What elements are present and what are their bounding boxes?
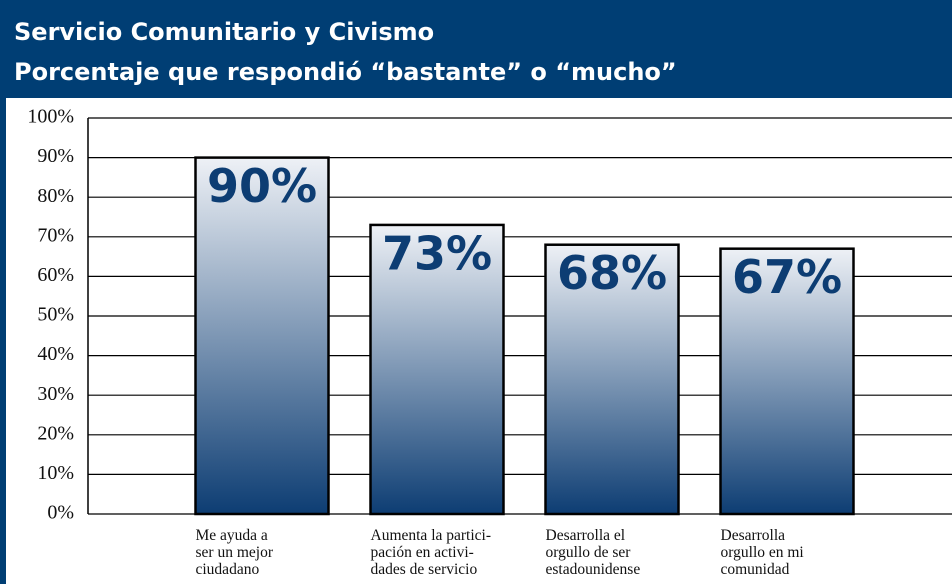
y-tick-label: 90%	[37, 145, 74, 167]
bar	[369, 223, 505, 516]
value-label: 68%	[557, 246, 667, 300]
value-label: 73%	[382, 226, 492, 280]
y-tick-label: 60%	[37, 264, 74, 286]
y-tick-label: 30%	[37, 383, 74, 405]
y-tick-label: 0%	[47, 502, 74, 524]
y-tick-label: 10%	[37, 462, 74, 484]
x-tick-label: Desarrolla el orgullo de ser estadounide…	[545, 527, 641, 578]
y-tick-label: 40%	[37, 343, 74, 365]
x-tick-label: Desarrolla orgullo en mi comunidad	[720, 527, 804, 578]
left-border	[0, 0, 6, 584]
header-band	[0, 0, 952, 98]
bar	[194, 156, 330, 516]
chart-subtitle: Porcentaje que respondió “bastante” o “m…	[14, 58, 677, 86]
bar	[719, 247, 855, 516]
y-tick-label: 50%	[37, 304, 74, 326]
y-tick-label: 70%	[37, 224, 74, 246]
bar	[544, 243, 680, 516]
value-label: 90%	[207, 159, 317, 213]
value-label: 67%	[732, 250, 842, 304]
x-tick-label: Me ayuda a ser un mejor ciudadano	[195, 527, 273, 578]
x-tick-label: Aumenta la partici- pación en activi- da…	[370, 527, 492, 578]
y-tick-label: 80%	[37, 185, 74, 207]
chart-title: Servicio Comunitario y Civismo	[14, 18, 434, 46]
y-tick-label: 20%	[37, 422, 74, 444]
y-tick-label: 100%	[27, 106, 74, 128]
